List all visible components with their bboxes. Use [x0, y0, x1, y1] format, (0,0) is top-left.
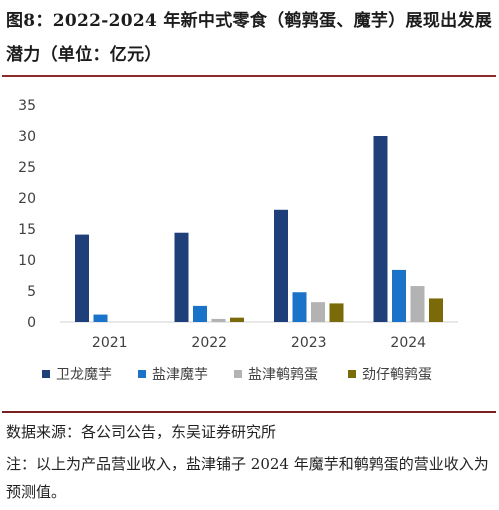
bar-2024-series-3 — [429, 298, 443, 322]
legend-swatch — [348, 370, 356, 378]
bar-2022-series-3 — [230, 317, 244, 322]
x-axis-ticks: 2021 2022 2023 2024 — [92, 335, 426, 351]
legend-swatch — [138, 370, 146, 378]
y-tick-label: 10 — [18, 253, 36, 269]
chart-area: 0 5 10 15 20 25 30 35 2021 2022 2023 2024 卫龙魔芋 盐津魔芋… — [0, 78, 499, 408]
bar-2023-series-1 — [292, 292, 307, 322]
chart-legend: 卫龙魔芋 盐津魔芋 盐津鹌鹑蛋 劲仔鹌鹑蛋 — [42, 366, 432, 383]
x-tick-label: 2021 — [92, 335, 128, 351]
bar-series-group — [75, 136, 443, 322]
y-tick-label: 0 — [27, 315, 36, 331]
legend-swatch — [42, 370, 50, 378]
bar-2024-series-0 — [373, 136, 388, 322]
bar-chart: 0 5 10 15 20 25 30 35 2021 2022 2023 2024 卫龙魔芋 盐津魔芋… — [18, 98, 458, 383]
bar-2023-series-2 — [311, 302, 325, 322]
bar-2024-series-2 — [410, 286, 425, 322]
bar-2022-series-1 — [193, 305, 207, 322]
source-text: 数据来源：各公司公告，东吴证券研究所 — [6, 423, 277, 441]
bar-2022-series-0 — [174, 232, 189, 322]
y-tick-label: 25 — [18, 160, 36, 176]
y-tick-label: 35 — [18, 98, 36, 114]
y-tick-label: 5 — [27, 284, 36, 300]
bar-2022-series-2 — [211, 318, 226, 322]
x-tick-label: 2022 — [191, 335, 227, 351]
figure-title: 图8：2022-2024 年新中式零食（鹌鹑蛋、魔芋）展现出发展潜力（单位：亿元… — [6, 11, 493, 65]
bar-2023-series-3 — [329, 303, 344, 322]
y-tick-label: 30 — [18, 129, 36, 145]
legend-label: 盐津魔芋 — [152, 367, 208, 383]
bar-2023-series-0 — [274, 209, 288, 322]
bar-2021-series-0 — [75, 234, 89, 322]
legend-label: 劲仔鹌鹑蛋 — [362, 366, 432, 383]
x-tick-label: 2024 — [390, 335, 426, 351]
note-text: 注：以上为产品营业收入，盐津铺子 2024 年魔芋和鹌鹑蛋的营业收入为预测值。 — [6, 455, 489, 501]
legend-label: 卫龙魔芋 — [56, 367, 112, 383]
top-rule — [2, 75, 496, 77]
y-tick-label: 20 — [18, 191, 36, 207]
bottom-rule — [2, 411, 496, 413]
y-axis-ticks: 0 5 10 15 20 25 30 35 — [18, 98, 36, 331]
y-tick-label: 15 — [18, 222, 36, 238]
legend-swatch — [234, 370, 242, 378]
bar-2021-series-1 — [93, 314, 108, 322]
legend-label: 盐津鹌鹑蛋 — [248, 366, 318, 383]
x-tick-label: 2023 — [291, 335, 327, 351]
bar-2024-series-1 — [392, 269, 406, 322]
